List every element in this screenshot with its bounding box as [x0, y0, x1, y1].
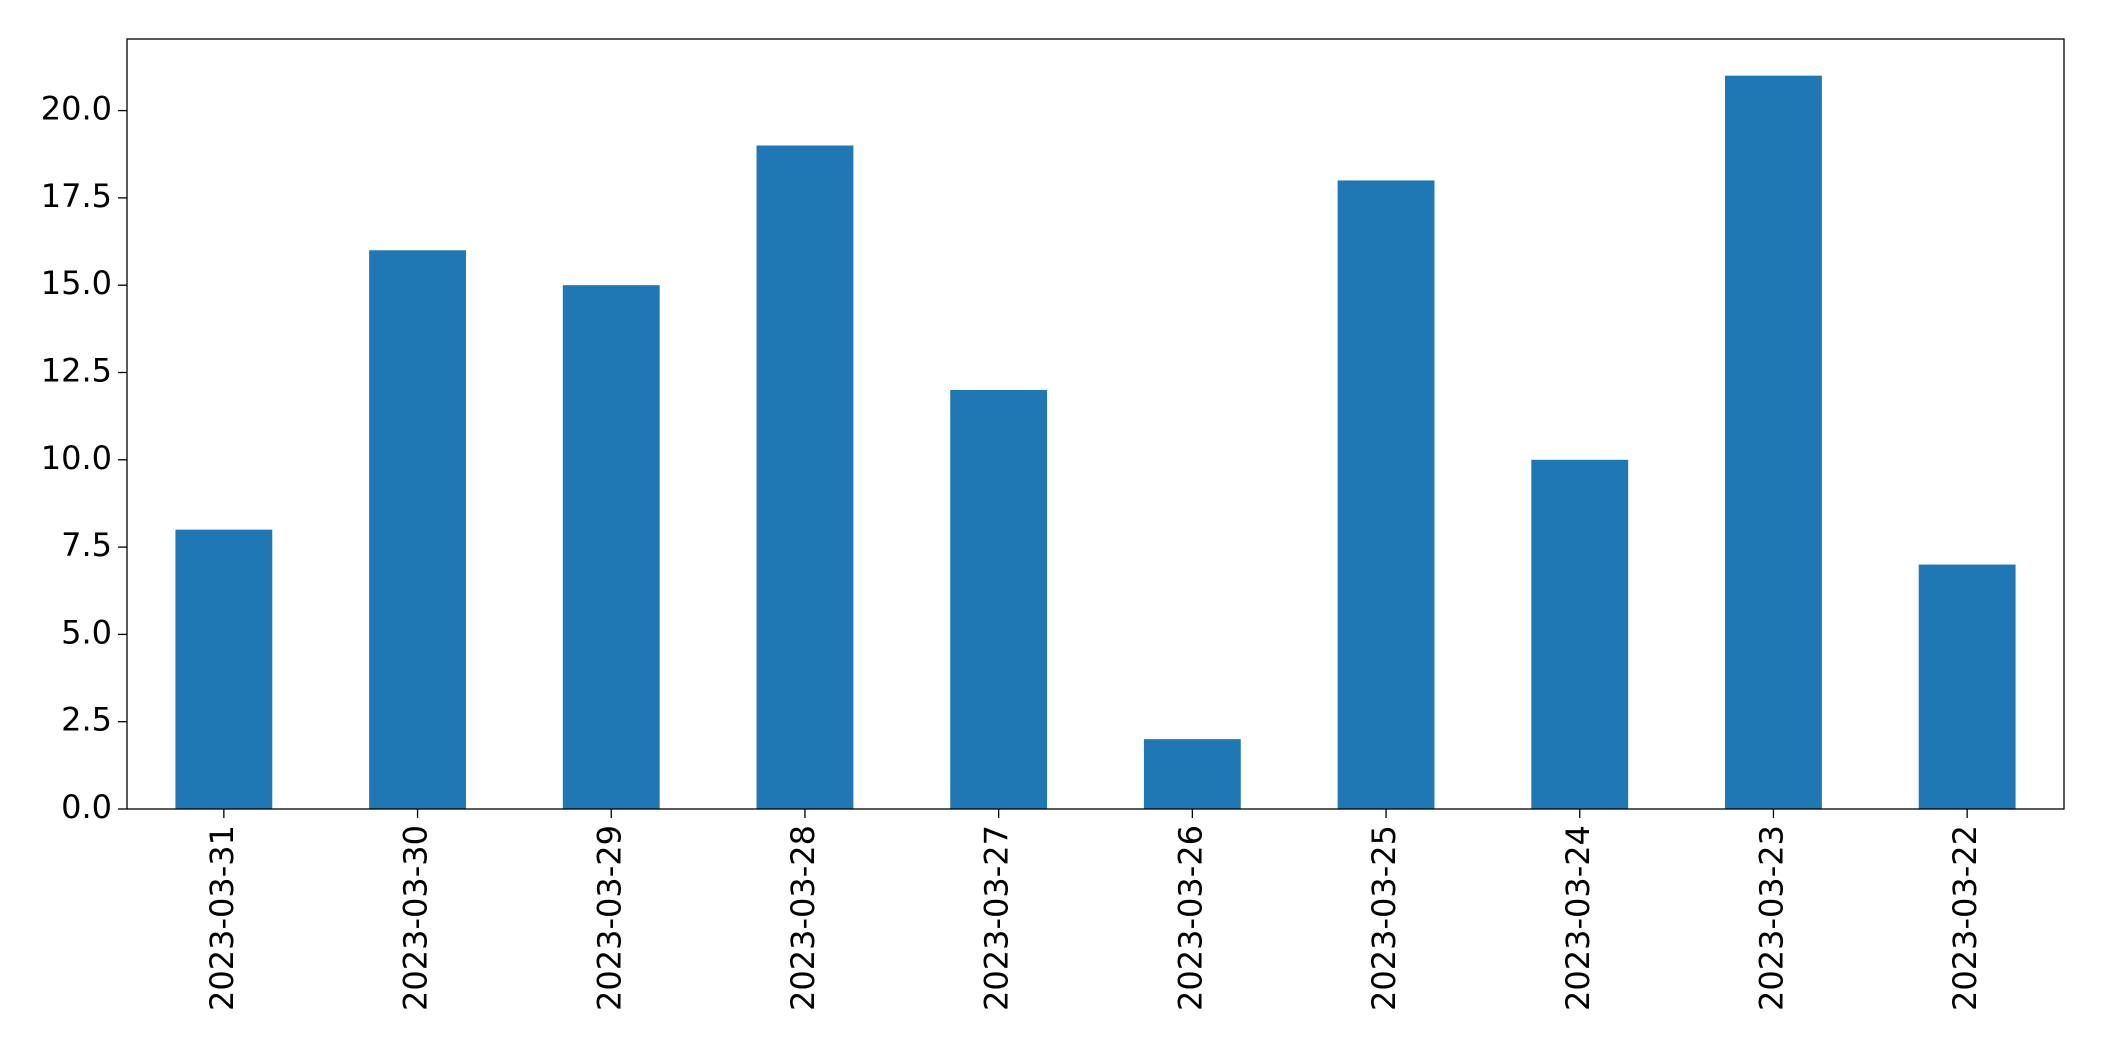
- y-tick-label: 17.5: [41, 177, 112, 215]
- y-tick-label: 10.0: [41, 439, 112, 477]
- x-tick-label: 2023-03-24: [1559, 825, 1597, 1011]
- bar: [950, 389, 1048, 809]
- y-tick-label: 20.0: [41, 90, 112, 128]
- y-tick-label: 15.0: [41, 264, 112, 302]
- x-tick-label: 2023-03-27: [978, 825, 1016, 1011]
- bar: [1531, 459, 1629, 809]
- x-tick-label: 2023-03-31: [203, 825, 241, 1011]
- bar: [175, 529, 273, 809]
- y-tick-label: 2.5: [61, 701, 112, 739]
- x-tick-label: 2023-03-26: [1171, 825, 1209, 1011]
- y-tick-label: 7.5: [61, 526, 112, 564]
- x-tick-label: 2023-03-25: [1365, 825, 1403, 1011]
- y-tick-label: 5.0: [61, 613, 112, 651]
- bar: [369, 250, 466, 809]
- bar: [1143, 739, 1241, 809]
- x-tick-label: 2023-03-22: [1946, 825, 1984, 1011]
- x-tick-label: 2023-03-28: [784, 825, 822, 1011]
- y-tick-label: 0.0: [61, 788, 112, 826]
- bar: [562, 285, 660, 809]
- x-tick-label: 2023-03-30: [397, 825, 435, 1011]
- plot-frame: [126, 38, 2065, 810]
- y-tick-label: 12.5: [41, 351, 112, 389]
- bar: [1337, 180, 1435, 809]
- x-tick-label: 2023-03-29: [590, 825, 628, 1011]
- bar: [756, 145, 854, 809]
- bar: [1918, 564, 2016, 809]
- x-tick-label: 2023-03-23: [1752, 825, 1790, 1011]
- bar: [1725, 75, 1822, 809]
